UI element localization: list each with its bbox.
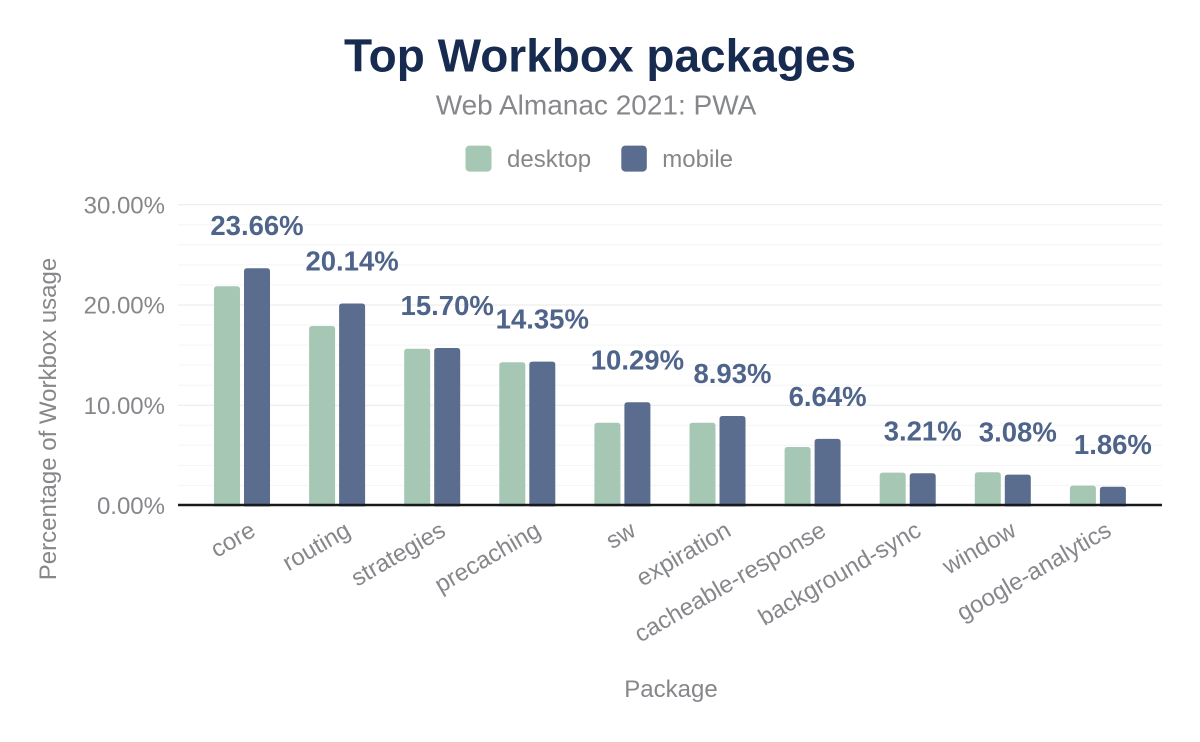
svg-text:15.70%: 15.70%: [401, 290, 494, 321]
svg-text:Percentage of Workbox usage: Percentage of Workbox usage: [35, 258, 62, 580]
svg-text:Web Almanac 2021: PWA: Web Almanac 2021: PWA: [436, 90, 757, 121]
svg-text:20.14%: 20.14%: [305, 246, 398, 277]
svg-text:14.35%: 14.35%: [496, 304, 589, 335]
svg-text:1.86%: 1.86%: [1074, 429, 1152, 460]
svg-text:mobile: mobile: [662, 146, 733, 173]
svg-text:3.21%: 3.21%: [884, 415, 962, 446]
svg-text:0.00%: 0.00%: [97, 493, 165, 520]
svg-text:desktop: desktop: [507, 146, 591, 173]
svg-text:Package: Package: [624, 676, 717, 703]
svg-text:8.93%: 8.93%: [694, 358, 772, 389]
svg-text:3.08%: 3.08%: [979, 417, 1057, 448]
svg-text:10.00%: 10.00%: [84, 393, 165, 420]
svg-text:30.00%: 30.00%: [84, 192, 165, 219]
svg-text:10.29%: 10.29%: [591, 344, 684, 375]
svg-text:6.64%: 6.64%: [789, 381, 867, 412]
svg-text:Top Workbox packages: Top Workbox packages: [344, 30, 856, 82]
svg-text:23.66%: 23.66%: [210, 210, 303, 241]
svg-text:20.00%: 20.00%: [84, 293, 165, 320]
